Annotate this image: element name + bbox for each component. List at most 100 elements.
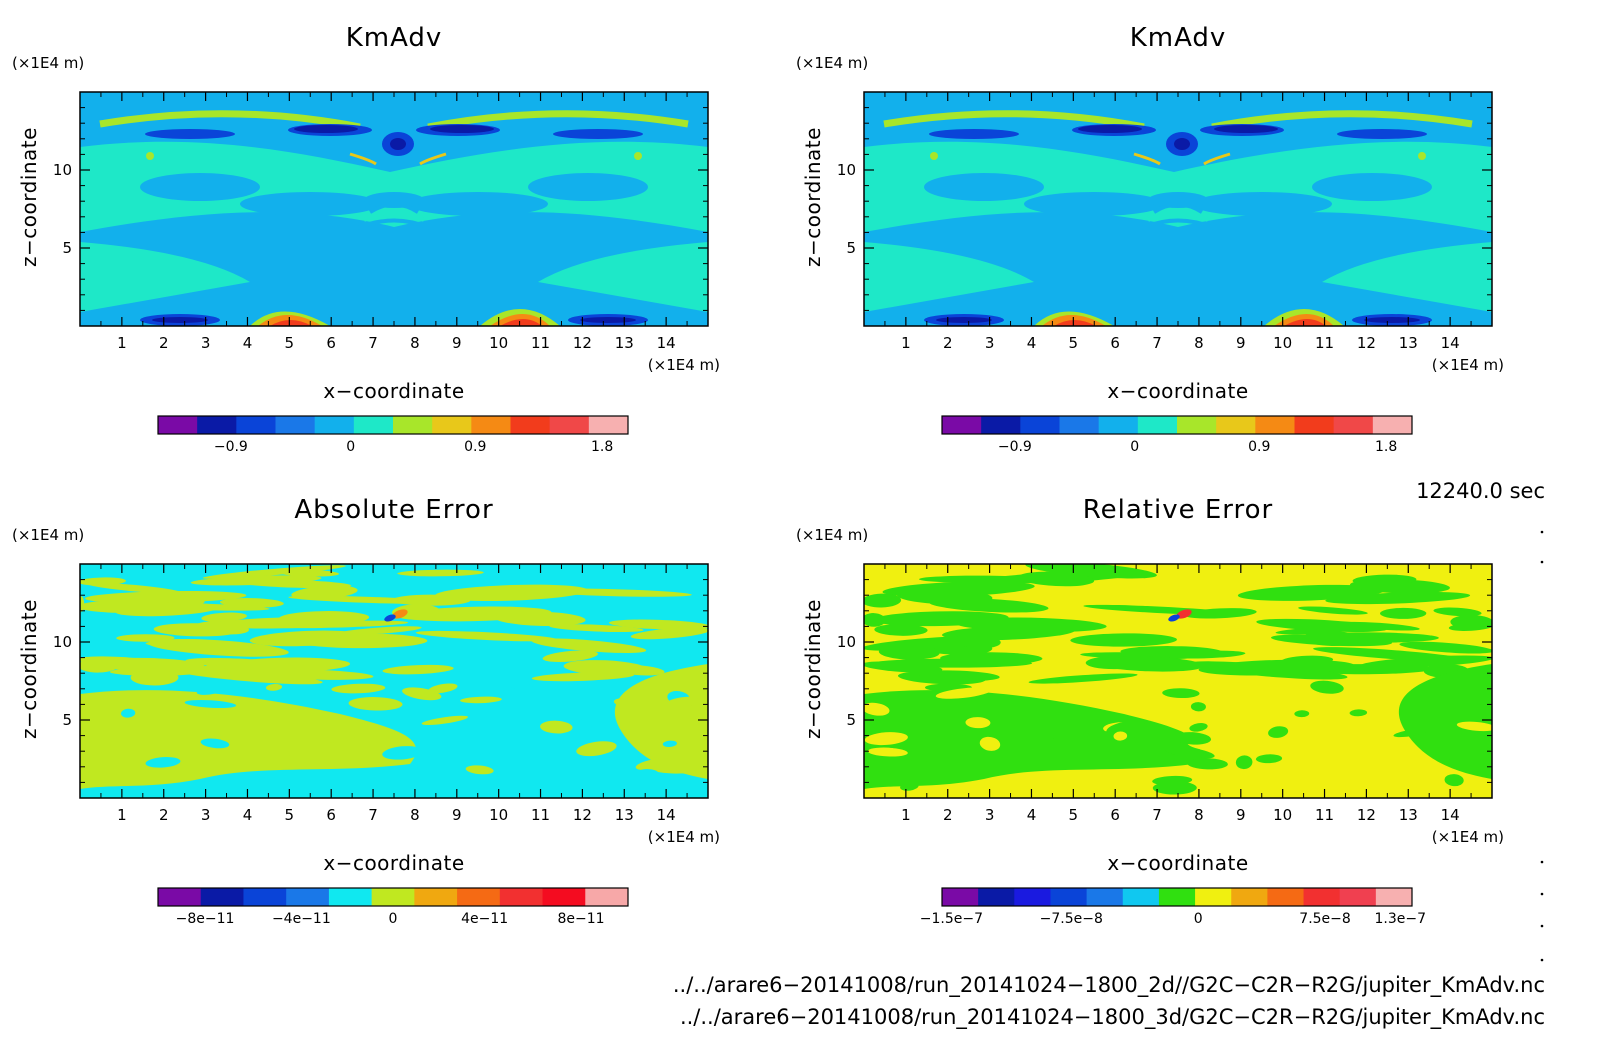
field-region: [1028, 673, 1138, 684]
x-tick-label: 5: [285, 334, 295, 352]
colorbar-tick-label: −0.9: [214, 439, 248, 455]
x-tick-label: 3: [201, 806, 211, 824]
x-tick-label: 1: [901, 806, 911, 824]
x-tick-label: 2: [159, 806, 169, 824]
field-region: [348, 697, 403, 711]
field-region: [864, 690, 1201, 789]
field-region: [465, 765, 494, 775]
x-tick-label: 5: [1069, 334, 1079, 352]
field-region: [1448, 622, 1492, 631]
colorbar-frame: [157, 887, 629, 907]
field-region: [500, 319, 542, 326]
panel-title: KmAdv: [346, 23, 443, 53]
field-region: [1337, 129, 1427, 139]
field-region: [478, 752, 493, 766]
field-contour: [357, 218, 431, 230]
colorbar-swatch: [432, 416, 472, 434]
x-tick-label: 7: [368, 806, 378, 824]
colorbar-tick-label: 0.9: [1248, 439, 1270, 455]
field-region: [634, 152, 642, 160]
y-axis-label: z−coordinate: [801, 599, 825, 739]
colorbar-swatch: [471, 416, 511, 434]
colorbar-tick-label: 0: [346, 439, 355, 455]
field-region: [201, 612, 247, 622]
field-region: [1226, 699, 1244, 708]
field-region: [80, 141, 708, 232]
colorbar-tick-label: 0: [1194, 911, 1203, 927]
field-region: [1433, 607, 1482, 617]
y-unit-label: (×1E4 m): [796, 54, 868, 72]
colorbar-frame: [941, 415, 1413, 435]
field-region: [1425, 688, 1460, 696]
colorbar-swatch: [942, 416, 982, 434]
x-tick-label: 7: [368, 334, 378, 352]
x-tick-label: 10: [1273, 806, 1292, 824]
field-region: [664, 696, 699, 709]
field-region: [878, 644, 940, 660]
field-contour: [1141, 218, 1215, 230]
field-region: [1268, 726, 1289, 738]
field-region: [1312, 173, 1432, 201]
field-region: [506, 681, 534, 691]
field-region: [1456, 721, 1492, 732]
field-region: [1120, 646, 1223, 658]
x-tick-label: 12: [1357, 334, 1376, 352]
colorbar-swatch: [1050, 888, 1088, 906]
field-region: [1393, 728, 1429, 738]
y-axis-label: z−coordinate: [17, 127, 41, 267]
panel-title: Relative Error: [1083, 495, 1274, 525]
field-region: [642, 760, 697, 774]
field-region: [1255, 754, 1283, 764]
field-region: [392, 609, 408, 619]
x-tick-label: 2: [943, 334, 953, 352]
field-region: [80, 242, 250, 312]
x-tick-label: 6: [326, 806, 336, 824]
field-region: [1048, 732, 1088, 740]
colorbar-swatch: [414, 888, 458, 906]
footer-path-3d: ../../arare6−20141008/run_20141024−1800_…: [680, 1005, 1545, 1030]
colorbar-tick-label: 1.3e−7: [1374, 911, 1426, 927]
x-tick-label: 3: [985, 806, 995, 824]
y-tick-label: 5: [846, 239, 856, 257]
field-region: [206, 723, 221, 734]
field-region: [152, 317, 208, 323]
panel-2: KmAdv(×1E4 m)1 2 3 4 5 6 7 8 9 10 11 12 13 14510(×1E4…: [796, 23, 1504, 455]
field-region: [1398, 664, 1492, 779]
x-tick-label: 12: [1357, 806, 1376, 824]
y-tick-label: 10: [837, 633, 856, 651]
field-region: [235, 726, 279, 738]
x-tick-label: 14: [657, 334, 676, 352]
field-region: [908, 751, 930, 764]
field-region: [1174, 138, 1190, 150]
colorbar-swatch: [1267, 888, 1305, 906]
field-region: [1237, 584, 1385, 601]
field-contour: [368, 202, 420, 214]
colorbar-swatch: [1339, 888, 1377, 906]
colorbar-swatch: [158, 888, 202, 906]
x-tick-label: 8: [410, 806, 420, 824]
x-axis-label: x−coordinate: [323, 851, 464, 875]
field-region: [1183, 608, 1257, 619]
field-region: [580, 317, 636, 323]
x-tick-label: 6: [1110, 806, 1120, 824]
x-tick-label: 11: [531, 806, 550, 824]
colorbar-tick-label: 8e−11: [557, 911, 604, 927]
colorbar-swatch: [314, 416, 355, 434]
field-region: [221, 657, 351, 673]
field-region: [430, 125, 494, 133]
footer-path-2d: ../../arare6−20141008/run_20141024−1800_…: [673, 973, 1545, 998]
x-tick-label: 6: [326, 334, 336, 352]
field-region: [1078, 125, 1142, 133]
colorbar-swatch: [1303, 888, 1341, 906]
x-tick-label: 5: [285, 806, 295, 824]
colorbar-swatch: [371, 888, 415, 906]
field-region: [965, 717, 991, 729]
field-region: [954, 633, 1001, 649]
field-region: [864, 661, 943, 673]
colorbar-swatch: [1122, 888, 1160, 906]
field-region: [1192, 192, 1332, 216]
field-region: [1256, 618, 1388, 632]
x-tick-label: 4: [1027, 806, 1037, 824]
x-tick-label: 1: [901, 334, 911, 352]
x-axis-label: x−coordinate: [1107, 851, 1248, 875]
